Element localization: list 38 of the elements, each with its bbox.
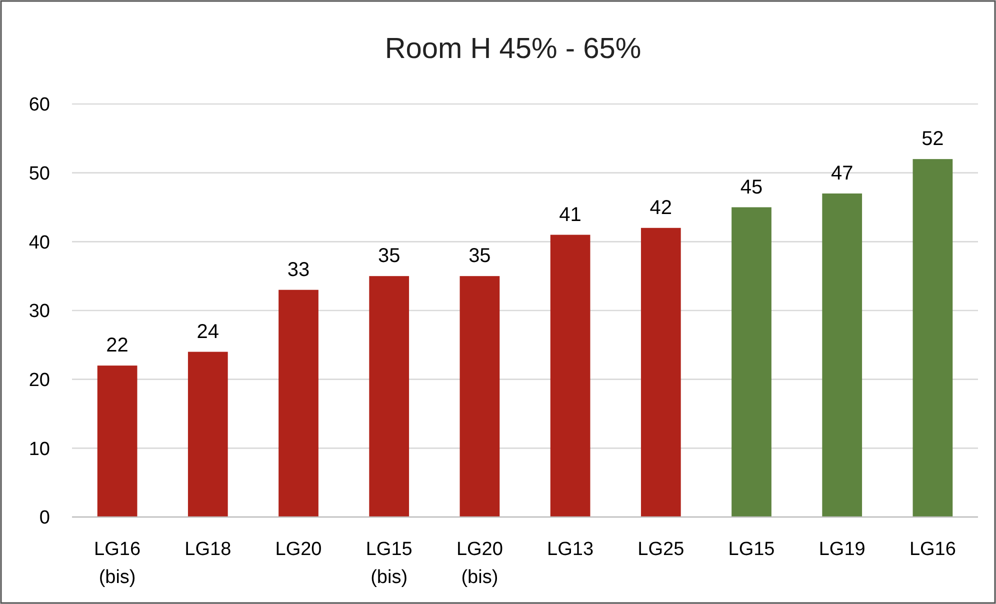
bar (912, 159, 953, 517)
data-label: 35 (378, 245, 400, 268)
data-label: 41 (559, 204, 582, 226)
y-tick-label: 50 (28, 163, 50, 184)
bar (369, 276, 410, 517)
bar (278, 290, 318, 517)
data-label: 52 (922, 128, 944, 150)
chart-title: Room H 45% - 65% (384, 33, 642, 65)
data-label: 22 (106, 334, 128, 357)
x-tick-label: LG18 (184, 539, 232, 560)
data-label: 35 (468, 245, 491, 268)
bar (822, 193, 862, 517)
x-tick-label: LG16 (909, 539, 956, 560)
y-tick-label: 20 (28, 370, 50, 391)
data-label: 24 (196, 320, 220, 343)
x-tick-label: LG20 (275, 539, 322, 560)
x-tick-label: LG19 (818, 539, 866, 560)
x-tick-label: LG15 (bis) (366, 539, 412, 588)
bar (97, 366, 138, 517)
data-label: 45 (740, 176, 763, 198)
data-label: 42 (650, 196, 672, 219)
bar (188, 352, 228, 517)
data-label: 33 (287, 258, 310, 281)
x-tick-label: LG20 (bis) (456, 539, 503, 588)
y-tick-label: 60 (28, 94, 50, 116)
bar (460, 276, 500, 517)
x-tick-label: LG25 (638, 539, 684, 560)
y-tick-label: 10 (28, 438, 50, 460)
y-tick-label: 30 (28, 301, 50, 322)
x-tick-label: LG15 (728, 539, 775, 560)
bar (640, 228, 681, 517)
y-tick-label: 0 (39, 508, 50, 529)
x-tick-label: LG13 (547, 539, 594, 560)
x-tick-label: LG16 (bis) (94, 539, 141, 588)
data-label: 47 (830, 162, 854, 184)
bar (550, 234, 590, 517)
bar (732, 207, 772, 517)
y-tick-label: 40 (28, 232, 50, 254)
